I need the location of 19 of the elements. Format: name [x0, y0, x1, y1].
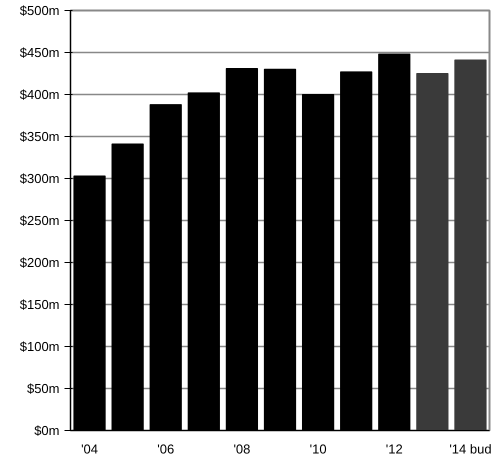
y-tick-label: $250m: [20, 213, 60, 228]
bar: [454, 60, 487, 430]
y-tick-label: $300m: [20, 171, 60, 186]
x-tick-label: '14 bud: [449, 442, 492, 456]
x-tick-label: '04: [81, 442, 98, 456]
bar: [416, 73, 448, 430]
x-tick-label: '08: [233, 442, 250, 456]
y-tick-label: $350m: [20, 129, 60, 144]
x-tick-label: '06: [157, 442, 174, 456]
y-tick-label: $150m: [20, 297, 60, 312]
y-tick-label: $200m: [20, 255, 60, 270]
y-tick-label: $450m: [20, 45, 60, 60]
x-tick-label: '12: [386, 442, 403, 456]
y-tick-label: $0m: [34, 423, 60, 438]
y-tick-label: $50m: [26, 381, 60, 396]
y-tick-label: $100m: [20, 339, 60, 354]
x-tick-label: '10: [310, 442, 327, 456]
y-tick-label: $400m: [20, 87, 60, 102]
y-tick-label: $500m: [20, 3, 60, 18]
